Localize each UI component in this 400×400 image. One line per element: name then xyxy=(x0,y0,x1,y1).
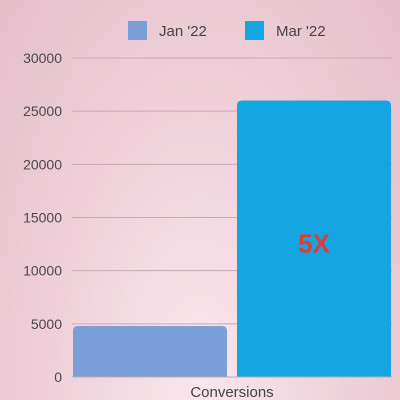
y-tick-label: 30000 xyxy=(23,50,62,66)
bars xyxy=(73,100,391,378)
y-tick-label: 5000 xyxy=(31,316,62,332)
bar-annotation: 5X xyxy=(298,229,330,259)
y-tick-label: 25000 xyxy=(23,103,62,119)
y-axis-ticks: 0 5000 10000 15000 20000 25000 30000 xyxy=(23,50,62,385)
y-tick-label: 10000 xyxy=(23,263,62,279)
y-tick-label: 15000 xyxy=(23,210,62,226)
y-tick-label: 20000 xyxy=(23,156,62,172)
legend-label: Mar '22 xyxy=(276,23,326,40)
legend-label: Jan '22 xyxy=(159,23,207,40)
legend-swatch xyxy=(245,21,264,40)
legend: Jan '22 Mar '22 xyxy=(128,21,326,40)
y-tick-label: 0 xyxy=(54,369,62,385)
x-axis-labels: Conversions xyxy=(190,384,273,400)
bar-jan-22 xyxy=(73,325,227,377)
legend-swatch xyxy=(128,21,147,40)
x-category-label: Conversions xyxy=(190,384,273,400)
bar-mar-22 xyxy=(237,100,391,378)
